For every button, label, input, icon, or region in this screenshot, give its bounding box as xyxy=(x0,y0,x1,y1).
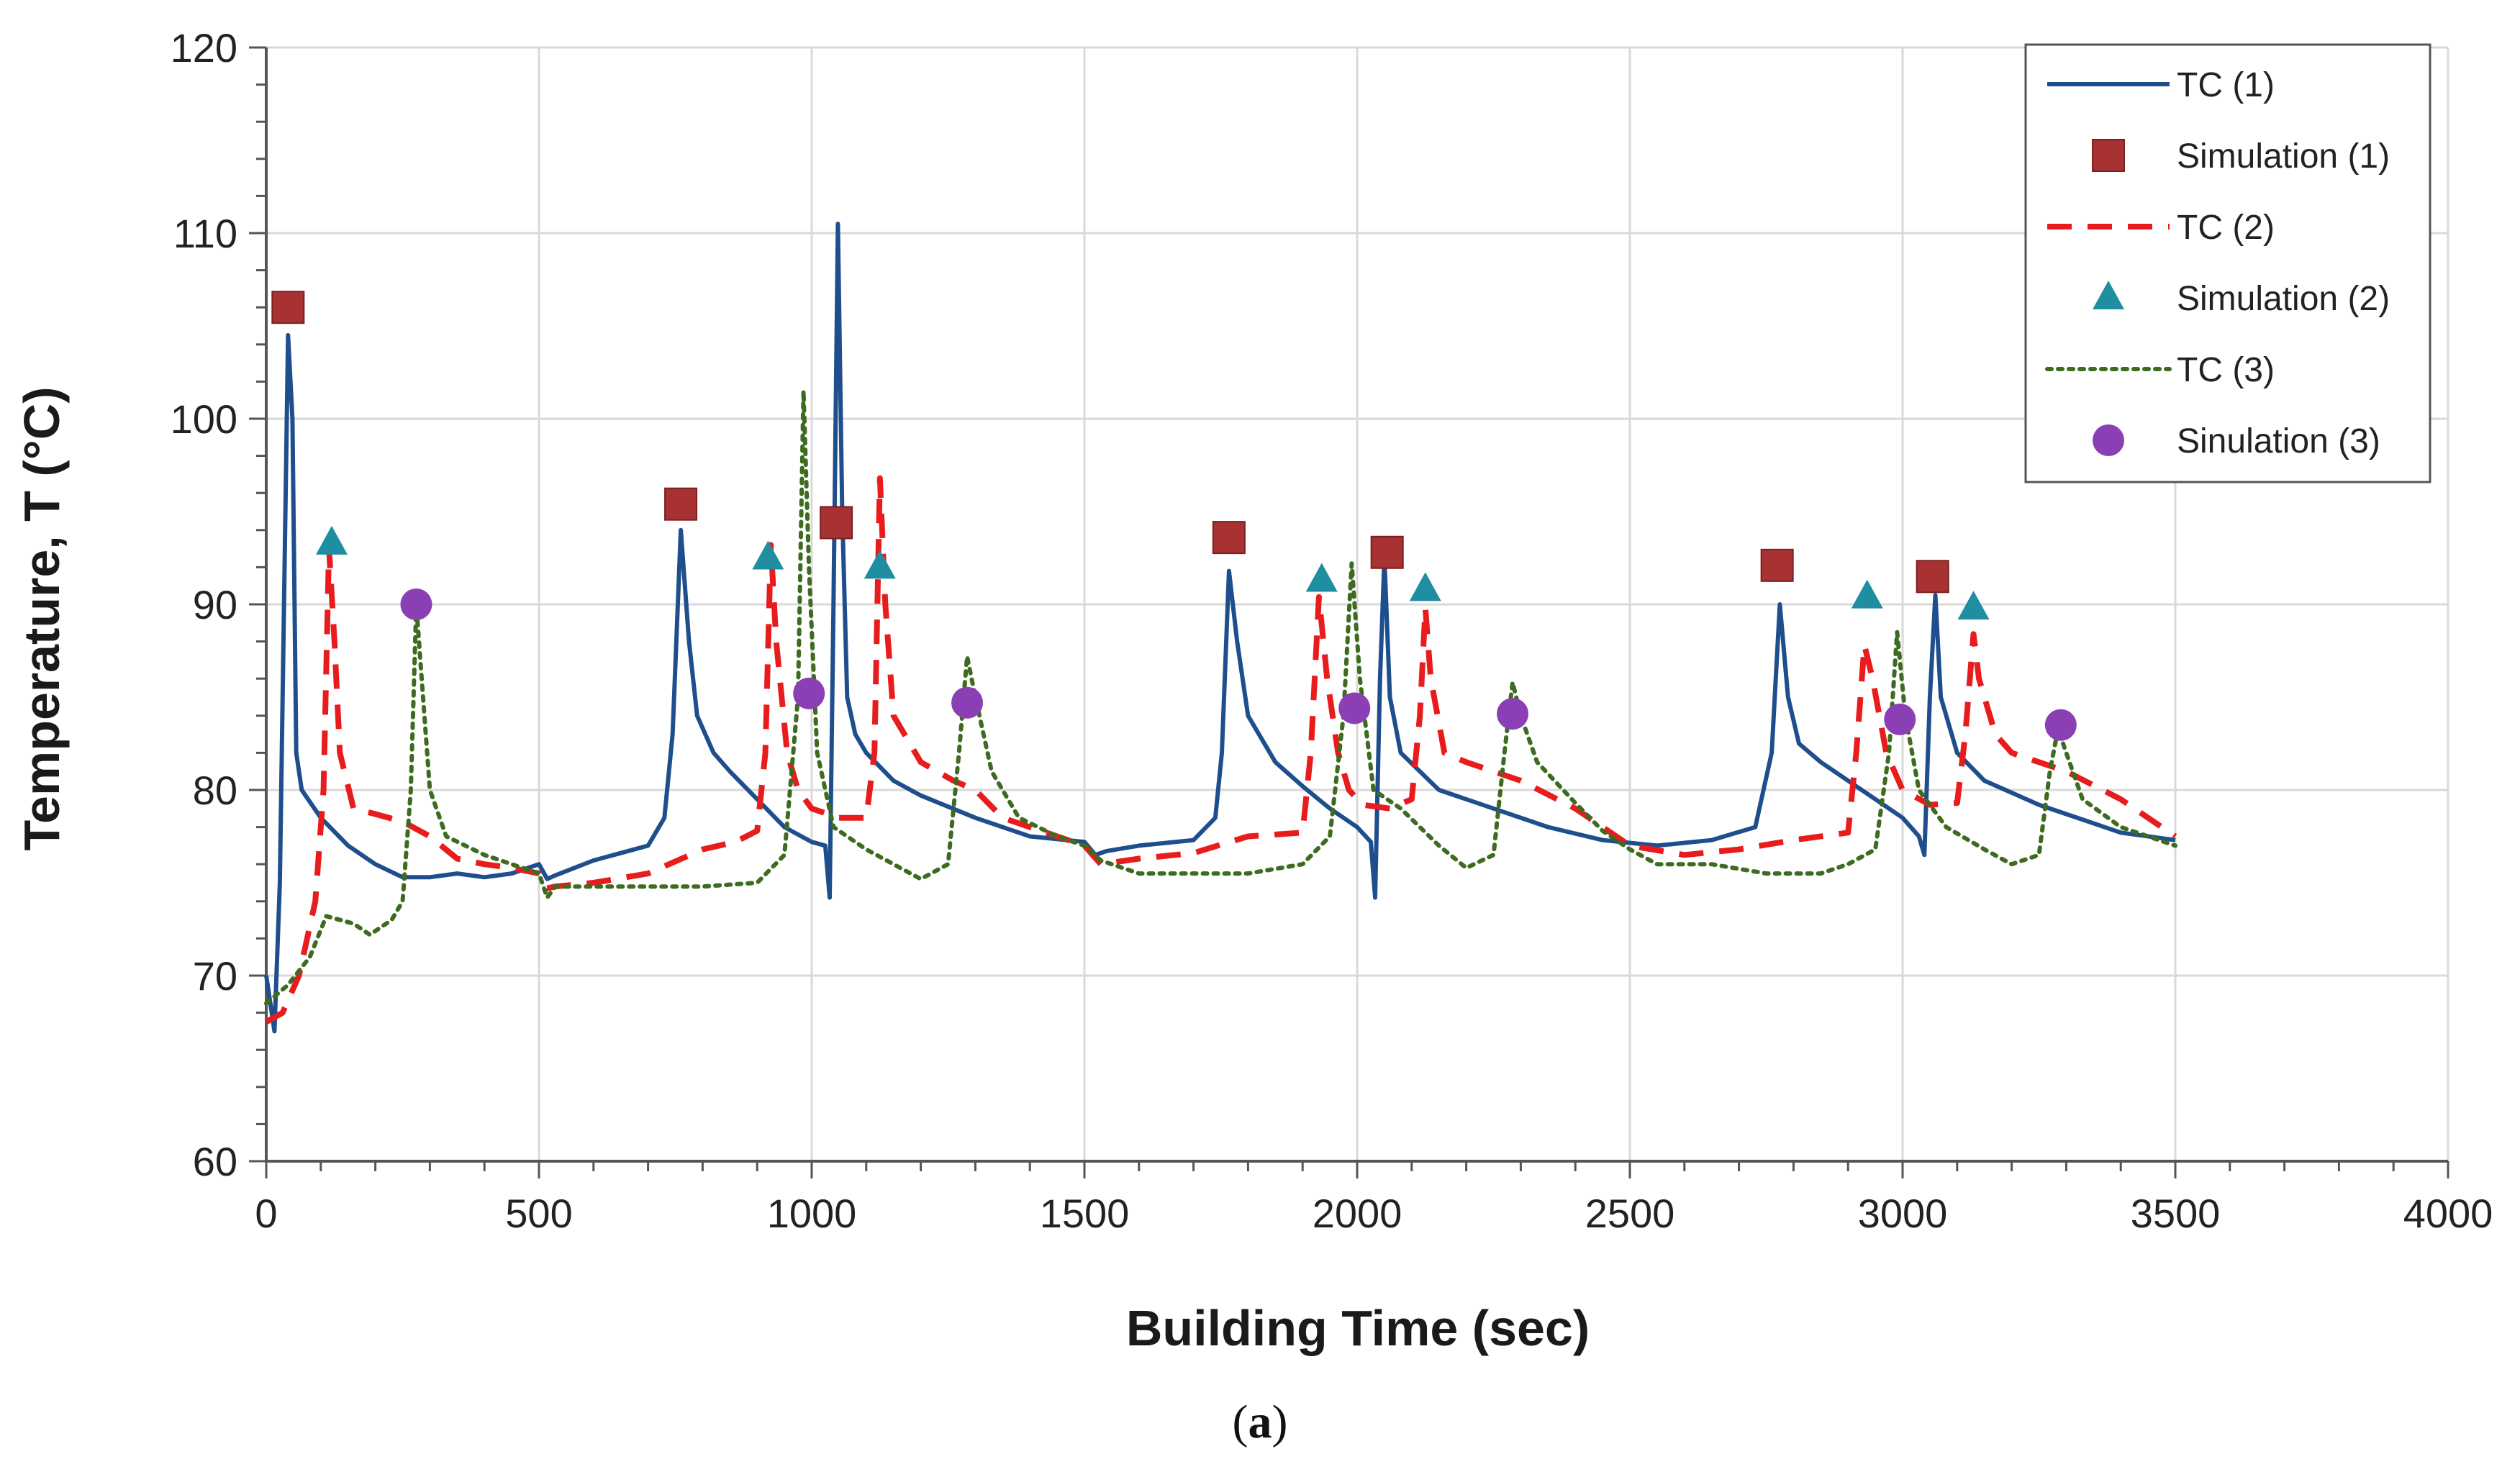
legend-item-tc-1: TC (1) xyxy=(2047,66,2275,104)
legend-item-tc-3: TC (3) xyxy=(2045,351,2275,389)
x-tick-label: 1000 xyxy=(767,1191,857,1236)
x-tick-label: 0 xyxy=(255,1191,277,1236)
data-markers xyxy=(271,291,2077,741)
marker-simulation-1 xyxy=(1760,548,1794,582)
y-tick-label: 70 xyxy=(193,953,237,999)
marker-sinulation-3 xyxy=(793,677,825,709)
y-tick-label: 100 xyxy=(171,396,237,442)
x-tick-label: 1500 xyxy=(1040,1191,1130,1236)
x-tick-label: 2000 xyxy=(1313,1191,1402,1236)
legend-item-simulation-1: Simulation (1) xyxy=(2092,137,2390,176)
y-axis-tick-labels: 60 70 80 90 100 110 120 xyxy=(171,25,237,1184)
marker-simulation-1 xyxy=(820,506,853,540)
legend-box xyxy=(2024,43,2431,483)
legend-label-simulation-1: Simulation (1) xyxy=(2177,137,2390,176)
series-line-tc-3 xyxy=(264,389,2177,1006)
legend-item-tc-2: TC (2) xyxy=(2047,209,2275,247)
marker-simulation-2 xyxy=(1305,563,1338,592)
legend-label-sinulation-3: Sinulation (3) xyxy=(2177,422,2380,460)
marker-simulation-2 xyxy=(1957,591,1990,620)
marker-simulation-2 xyxy=(1851,579,1883,609)
marker-sinulation-3 xyxy=(400,589,432,620)
grid-lines xyxy=(266,46,2449,1161)
marker-simulation-1 xyxy=(1370,535,1404,569)
marker-simulation-2 xyxy=(315,525,348,555)
figure-caption: (a) xyxy=(1233,1396,1288,1448)
x-tick-label: 3000 xyxy=(1858,1191,1948,1236)
marker-sinulation-3 xyxy=(2044,709,2077,741)
marker-simulation-2 xyxy=(752,540,784,570)
x-tick-label: 4000 xyxy=(2403,1191,2493,1236)
legend-label-simulation-2: Simulation (2) xyxy=(2177,280,2390,318)
legend-item-simulation-2: Simulation (2) xyxy=(2093,280,2390,318)
y-tick-label: 60 xyxy=(193,1139,237,1184)
marker-sinulation-3 xyxy=(951,686,984,719)
marker-simulation-1 xyxy=(1212,521,1246,555)
marker-sinulation-3 xyxy=(1338,692,1371,724)
legend-label-tc-2: TC (2) xyxy=(2177,209,2275,247)
x-tick-label: 3500 xyxy=(2131,1191,2221,1236)
x-axis-title: Building Time (sec) xyxy=(1126,1300,1590,1356)
legend-label-tc-3: TC (3) xyxy=(2177,351,2275,389)
caption-close-paren: ) xyxy=(1272,1396,1288,1448)
caption-letter: a xyxy=(1248,1396,1272,1448)
legend-swatch-sinulation-3 xyxy=(2093,424,2124,456)
legend-label-tc-1: TC (1) xyxy=(2177,66,2275,104)
marker-simulation-1 xyxy=(664,487,698,521)
legend-swatch-simulation-2 xyxy=(2093,281,2124,309)
marker-sinulation-3 xyxy=(1884,703,1916,735)
marker-simulation-1 xyxy=(271,291,305,324)
marker-simulation-2 xyxy=(864,550,896,579)
marker-simulation-1 xyxy=(1916,560,1949,594)
legend-swatch-simulation-1 xyxy=(2092,139,2125,172)
x-tick-label: 500 xyxy=(505,1191,572,1236)
y-tick-label: 110 xyxy=(173,211,237,256)
data-series xyxy=(264,222,2177,1034)
legend-item-sinulation-3: Sinulation (3) xyxy=(2093,422,2380,460)
y-tick-label: 120 xyxy=(171,25,237,71)
caption-open-paren: ( xyxy=(1233,1396,1248,1448)
y-tick-label: 90 xyxy=(193,582,237,627)
legend: TC (1) Simulation (1) TC (2) Simulation (2)… xyxy=(2024,43,2431,483)
y-tick-label: 80 xyxy=(193,768,237,813)
x-tick-label: 2500 xyxy=(1585,1191,1675,1236)
marker-simulation-2 xyxy=(1409,572,1441,601)
y-axis-title: Temperature, T (°C) xyxy=(14,386,70,850)
marker-sinulation-3 xyxy=(1497,698,1529,730)
x-axis-tick-labels: 0 500 1000 1500 2000 2500 3000 3500 4000 xyxy=(255,1191,2493,1236)
